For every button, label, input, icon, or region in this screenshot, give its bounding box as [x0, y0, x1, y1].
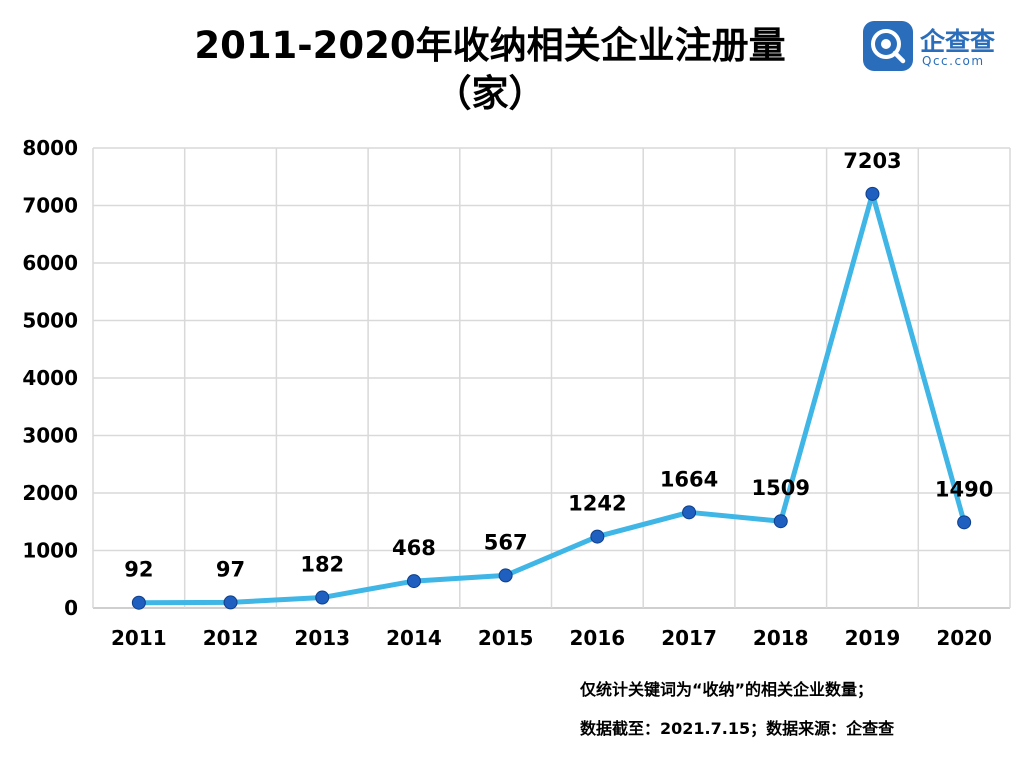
- qcc-logo-icon: [863, 21, 913, 71]
- x-tick-label: 2020: [936, 626, 992, 650]
- y-tick-label: 7000: [22, 194, 78, 218]
- title-line-1: 2011-2020年收纳相关企业注册量: [194, 24, 786, 67]
- y-tick-label: 4000: [22, 366, 78, 390]
- x-tick-label: 2011: [111, 626, 167, 650]
- data-point: [682, 505, 697, 520]
- data-point: [406, 574, 421, 589]
- data-label: 1664: [660, 467, 718, 491]
- data-label: 1509: [752, 476, 810, 500]
- data-point: [498, 568, 513, 583]
- data-point: [865, 186, 880, 201]
- data-point: [957, 515, 972, 530]
- logo-name: 企查查: [920, 27, 996, 56]
- y-tick-label: 1000: [22, 539, 78, 563]
- y-tick-label: 0: [64, 596, 78, 620]
- data-label: 97: [216, 557, 245, 581]
- grid-lines: [92, 147, 1011, 609]
- x-tick-label: 2016: [570, 626, 626, 650]
- note-keyword: 仅统计关键词为“收纳”的相关企业数量；: [580, 680, 874, 699]
- x-tick-label: 2014: [386, 626, 442, 650]
- data-label: 1242: [568, 492, 626, 516]
- brand-logo: 企查查 Qcc.com: [862, 20, 1002, 76]
- x-tick-label: 2013: [294, 626, 350, 650]
- y-tick-label: 6000: [22, 251, 78, 275]
- y-tick-label: 5000: [22, 309, 78, 333]
- data-label: 182: [300, 553, 344, 577]
- data-label: 7203: [843, 149, 901, 173]
- data-label: 1490: [935, 477, 993, 501]
- x-tick-label: 2018: [753, 626, 809, 650]
- x-tick-label: 2012: [203, 626, 259, 650]
- y-tick-label: 8000: [22, 136, 78, 160]
- logo-domain: Qcc.com: [922, 54, 985, 68]
- data-label: 567: [484, 530, 528, 554]
- data-point: [131, 595, 146, 610]
- x-tick-label: 2015: [478, 626, 534, 650]
- data-label: 468: [392, 536, 436, 560]
- x-tick-label: 2019: [845, 626, 901, 650]
- data-points: [131, 186, 972, 610]
- y-tick-label: 2000: [22, 481, 78, 505]
- y-axis-ticks: 0 1000 2000 3000 4000 5000 6000 7000 8000: [22, 136, 78, 620]
- chart-title: 2011-2020年收纳相关企业注册量 （家）: [0, 22, 980, 118]
- series-line: [136, 191, 967, 606]
- data-point: [223, 595, 238, 610]
- data-point: [590, 529, 605, 544]
- note-source: 数据截至：2021.7.15；数据来源：企查查: [580, 719, 895, 738]
- title-line-2: （家）: [434, 72, 546, 115]
- data-label: 92: [124, 558, 153, 582]
- x-tick-label: 2017: [661, 626, 717, 650]
- y-tick-label: 3000: [22, 424, 78, 448]
- x-axis-ticks: 2011 2012 2013 2014 2015 2016 2017 2018 2019 2020: [111, 626, 992, 650]
- data-point: [773, 514, 788, 529]
- data-labels: 92 97 182 468 567 1242 1664 1509 7203 1490: [124, 149, 993, 582]
- data-point: [315, 590, 330, 605]
